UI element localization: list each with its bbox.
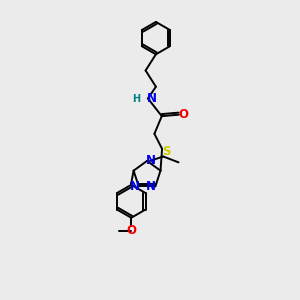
Text: N: N (130, 180, 140, 193)
Text: S: S (163, 145, 171, 158)
Text: N: N (147, 92, 157, 105)
Text: N: N (146, 154, 156, 167)
Text: N: N (146, 180, 156, 193)
Text: H: H (132, 94, 140, 104)
Text: O: O (178, 108, 188, 121)
Text: O: O (126, 224, 136, 237)
